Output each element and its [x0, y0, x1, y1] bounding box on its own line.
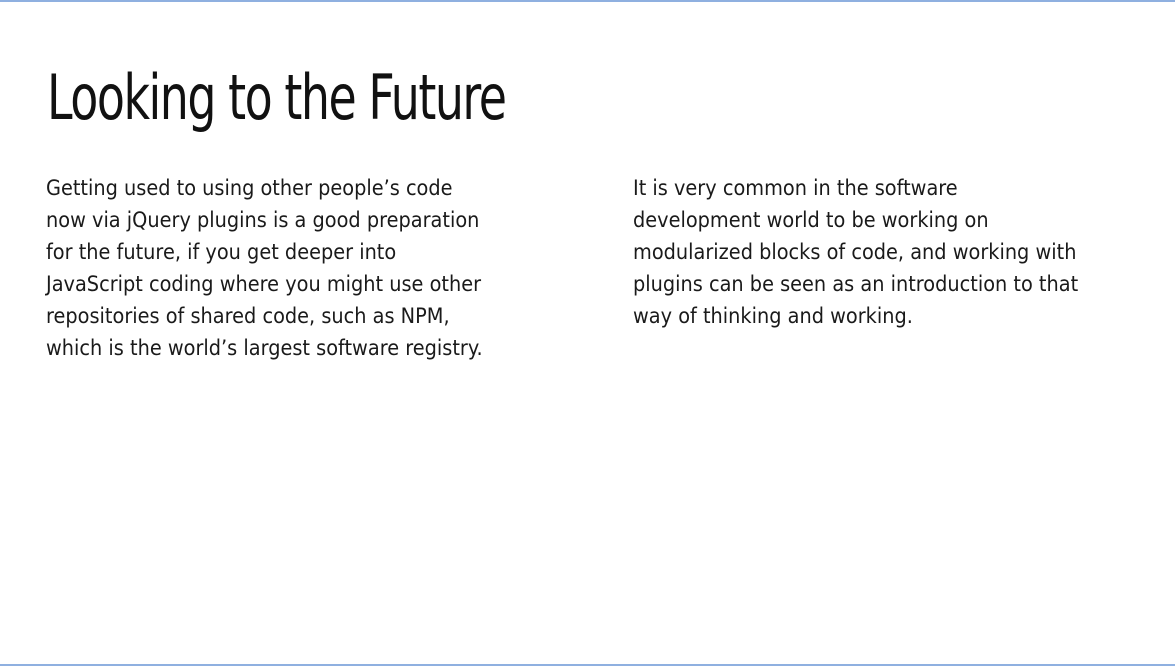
right-column-text: It is very common in the software develo…	[633, 172, 1117, 332]
left-column-line: Getting used to using other people’s cod…	[46, 176, 453, 200]
right-column-line: It is very common in the software	[633, 176, 958, 200]
left-column-line: JavaScript coding where you might use ot…	[46, 272, 482, 296]
right-column-line: development world to be working on	[633, 208, 989, 232]
left-column-line: which is the world’s largest software re…	[46, 336, 483, 360]
left-column-text: Getting used to using other people’s cod…	[46, 172, 521, 364]
right-column-line: way of thinking and working.	[633, 304, 913, 328]
right-column-line: plugins can be seen as an introduction t…	[633, 272, 1079, 296]
left-column-line: now via jQuery plugins is a good prepara…	[46, 208, 480, 232]
left-column-line: repositories of shared code, such as NPM…	[46, 304, 450, 328]
right-column-line: modularized blocks of code, and working …	[633, 240, 1077, 264]
left-column-line: for the future, if you get deeper into	[46, 240, 397, 264]
slide-title: Looking to the Future	[47, 61, 507, 134]
